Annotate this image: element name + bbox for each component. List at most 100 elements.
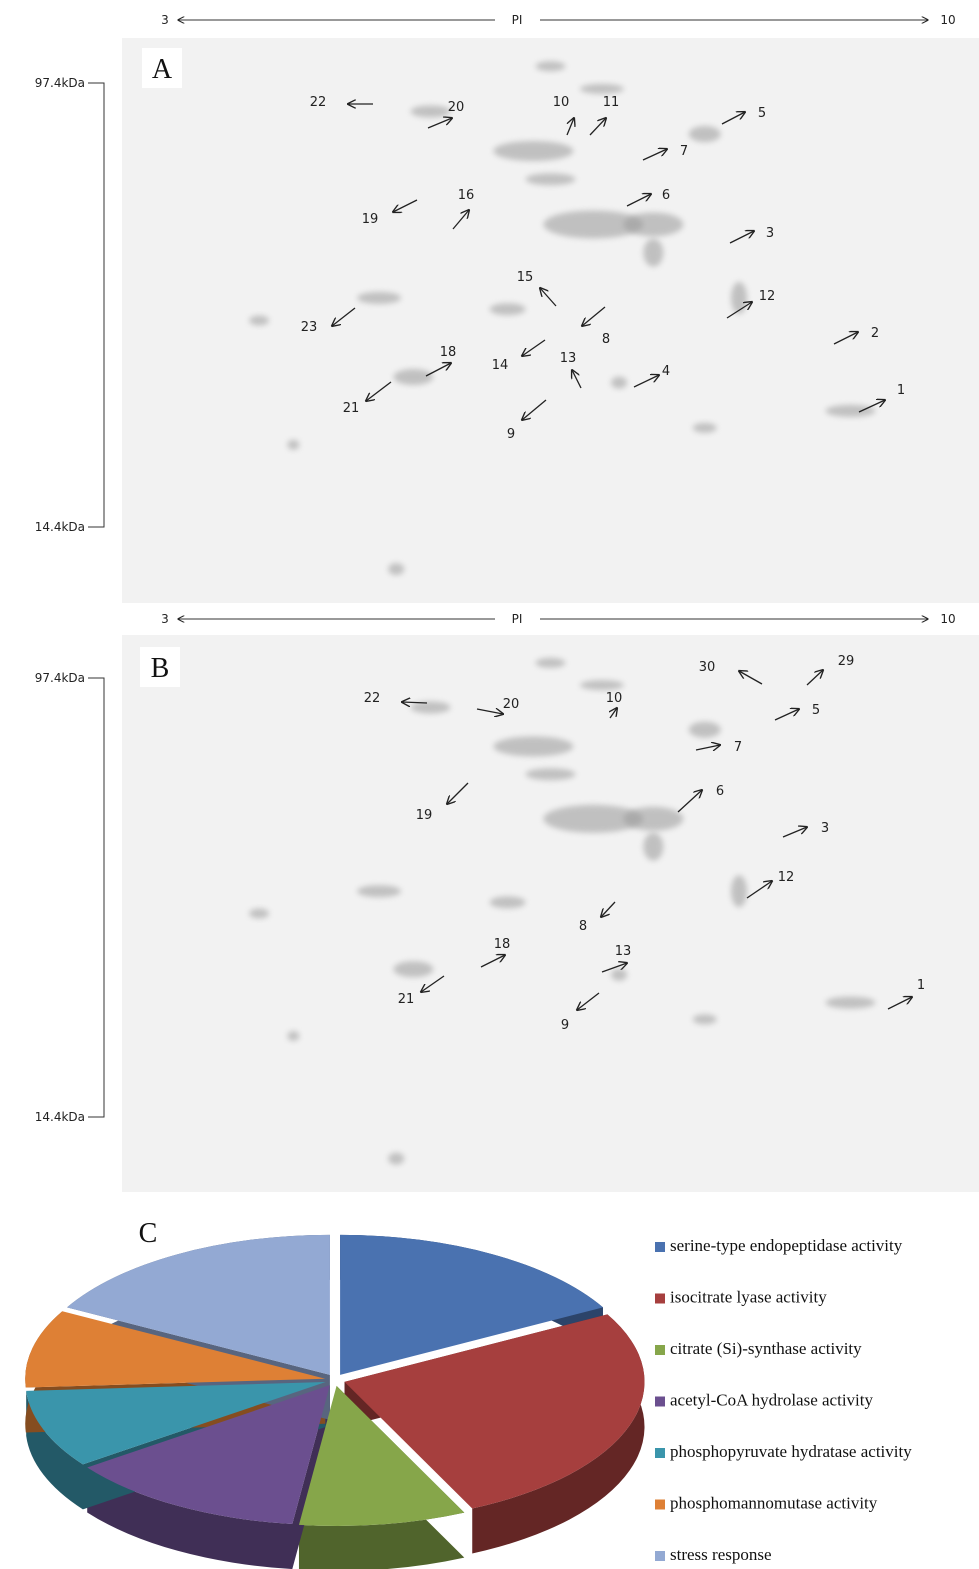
spot-label: 1 (917, 978, 925, 993)
gel-spot (623, 212, 684, 237)
gel-spot (410, 105, 451, 118)
spot-label: 19 (416, 808, 433, 823)
legend-label: phosphopyruvate hydratase activity (670, 1442, 912, 1461)
spot-arrow (476, 709, 503, 714)
spot-label: 11 (603, 95, 620, 110)
spot-label: 2 (871, 326, 879, 341)
spot-label: 23 (301, 320, 318, 335)
legend-swatch (655, 1293, 665, 1304)
spot-label: 8 (579, 919, 587, 934)
legend-swatch (655, 1499, 665, 1510)
spot-arrow (572, 370, 582, 389)
spot-arrow (332, 307, 356, 326)
legend-swatch (655, 1345, 665, 1355)
spot-label: 15 (517, 270, 534, 285)
spot-label: 10 (553, 95, 570, 110)
pie-tops (25, 1234, 645, 1526)
spot-arrow (721, 112, 745, 125)
spot-arrow (626, 194, 651, 207)
spot-arrow (366, 381, 392, 401)
spot-label: 5 (812, 703, 820, 718)
spot-arrow (726, 302, 752, 319)
spot-label: 12 (778, 870, 795, 885)
gel-spot (388, 1152, 405, 1165)
spot-arrow (421, 975, 445, 992)
spot-arrow (582, 306, 606, 326)
gel-spot (249, 315, 270, 326)
gel-spot (692, 422, 717, 433)
spot-arrow (739, 671, 763, 685)
chart-title: C (139, 1218, 158, 1249)
spot-arrow (677, 790, 702, 813)
spot-arrow (774, 709, 799, 721)
spot-label: 13 (560, 351, 577, 366)
spot-label: 6 (716, 784, 724, 799)
legend-swatch (655, 1396, 665, 1407)
spot-arrow (729, 231, 754, 244)
mw-bracket (88, 677, 105, 1118)
gel-spot (731, 875, 748, 908)
gel-spot (525, 768, 576, 781)
gel-spot (535, 657, 566, 668)
legend-label: stress response (670, 1545, 772, 1564)
spot-label: 9 (561, 1018, 569, 1033)
spot-label: 7 (680, 144, 688, 159)
spot-label: 18 (494, 937, 511, 952)
gel-spot (393, 369, 434, 385)
gel-spot (287, 439, 300, 450)
gel-spot (825, 996, 876, 1009)
gel-spot (543, 804, 644, 833)
mw-bottom: 14.4kDa (35, 1110, 85, 1124)
spot-arrow (480, 955, 505, 968)
legend-label: citrate (Si)-synthase activity (670, 1339, 862, 1358)
spot-arrow (447, 782, 469, 804)
spot-arrow (522, 339, 546, 356)
gel-spot (579, 680, 624, 691)
spot-label: 18 (440, 345, 457, 360)
spot-label: 22 (310, 95, 327, 110)
spot-label: 7 (734, 740, 742, 755)
legend-label: serine-type endopeptidase activity (670, 1236, 903, 1255)
gel-spot (357, 885, 402, 898)
gel-spot (410, 701, 451, 714)
gel-spot (525, 173, 576, 186)
mw-bottom: 14.4kDa (35, 520, 85, 534)
legend-swatch (655, 1242, 665, 1252)
spot-label: 20 (448, 100, 465, 115)
spot-label: 3 (766, 226, 774, 241)
gel-spot (688, 126, 721, 143)
legend-swatch (655, 1551, 665, 1561)
spot-label: 16 (458, 188, 475, 203)
spot-arrow (858, 400, 885, 413)
spot-arrow (610, 708, 617, 719)
pie-slice (67, 1234, 330, 1375)
spot-label: 20 (503, 697, 520, 712)
spot-arrow (589, 118, 606, 136)
gel-spot (493, 141, 574, 161)
spot-arrow (540, 288, 557, 307)
spot-label: 13 (615, 944, 632, 959)
spot-label: 8 (602, 332, 610, 347)
gel-spot (692, 1014, 717, 1025)
spot-arrow (782, 827, 807, 838)
mw-bracket (88, 82, 105, 528)
panel-letter: A (152, 54, 173, 85)
panel-letter-box (142, 48, 182, 88)
spot-label: 30 (699, 660, 716, 675)
spot-arrow (833, 332, 858, 345)
ph-min: 3 (161, 612, 169, 626)
spot-arrow (522, 399, 547, 420)
gel-spot (543, 210, 644, 239)
ph-max: 10 (940, 612, 955, 626)
gel-spot (489, 896, 526, 909)
gel-spot (535, 61, 566, 72)
gel-spot (493, 736, 574, 757)
spot-arrow (601, 963, 627, 973)
gel-spot (357, 291, 402, 304)
spot-label: 6 (662, 188, 670, 203)
gel-spot (249, 908, 270, 919)
ph-min: 3 (161, 13, 169, 27)
legend-label: phosphomannomutase activity (670, 1493, 878, 1512)
